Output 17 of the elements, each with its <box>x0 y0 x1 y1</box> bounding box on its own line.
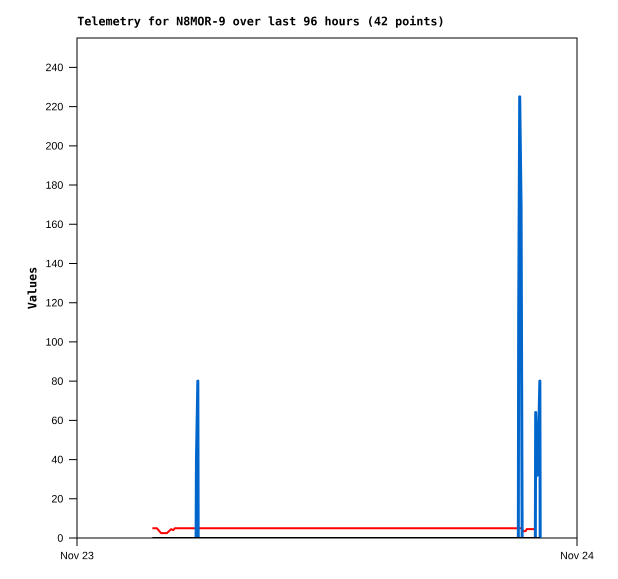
y-tick-label: 20 <box>52 495 63 503</box>
y-tick-label: 240 <box>46 64 63 72</box>
y-tick-label: 180 <box>46 181 63 189</box>
y-tick-label: 100 <box>46 338 63 346</box>
y-tick-label: 200 <box>46 142 63 150</box>
y-tick-label: 140 <box>46 260 63 268</box>
y-tick-label: 0 <box>58 534 63 542</box>
y-tick-label: 80 <box>52 377 63 385</box>
y-tick-label: 60 <box>52 416 63 424</box>
y-tick-label: 120 <box>46 298 63 306</box>
y-tick-label: 160 <box>46 220 63 228</box>
x-tick-label: Nov 24 <box>560 552 594 560</box>
chart-title: Telemetry for N8MOR-9 over last 96 hours (42 points) <box>78 16 442 28</box>
y-tick-label: 220 <box>46 102 63 110</box>
x-tick-label: Nov 23 <box>60 552 94 560</box>
y-axis-title: Values <box>27 268 37 309</box>
y-tick-label: 40 <box>52 456 63 464</box>
